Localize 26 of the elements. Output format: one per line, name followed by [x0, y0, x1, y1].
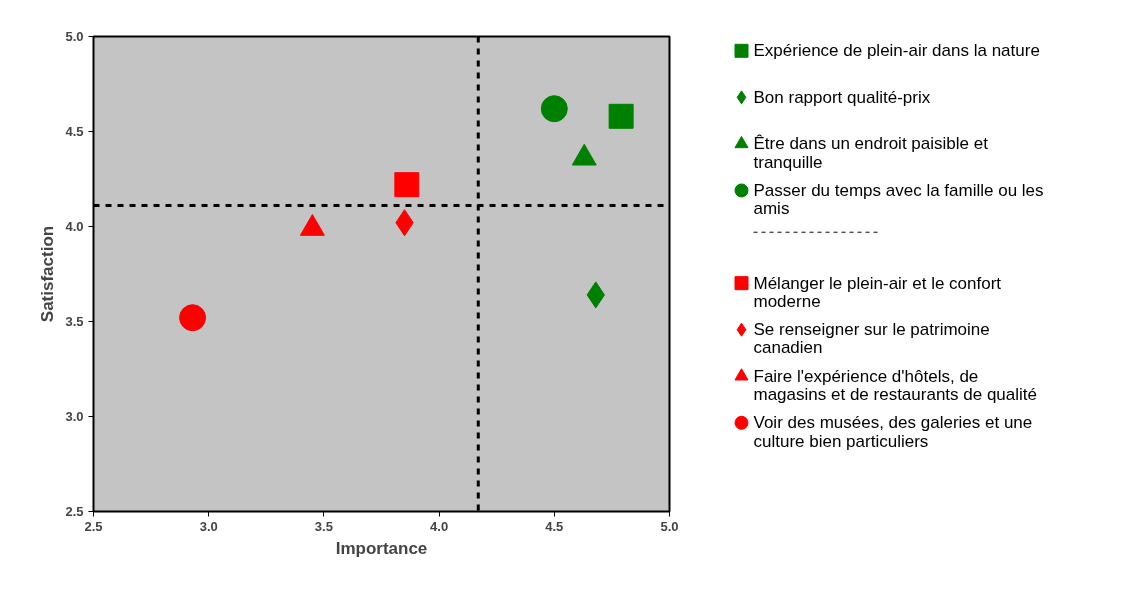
y-axis-title: Satisfaction [38, 225, 58, 323]
point [540, 95, 568, 123]
legend-label: Passer du temps avec la famille ou les amis [753, 180, 1044, 219]
legend-label: Expérience de plein-air dans la nature [753, 41, 1040, 61]
x-tick-label: 2.5 [84, 518, 103, 534]
legend-label: Faire l'expérience d'hôtels, de magasins et de restaurants de qualité [753, 366, 1038, 405]
y-tick-label: 3.5 [65, 314, 84, 329]
legend-label: Voir des musées, des galeries et une culture bien particuliers [753, 413, 1033, 451]
legend-label: Bon rapport qualité-prix [753, 87, 931, 107]
y-tick-label: 5.0 [65, 29, 84, 44]
x-tick-label: 5.0 [660, 518, 679, 534]
legend-label: Se renseigner sur le patrimoine canadien [753, 320, 990, 358]
x-tick-label: 4.5 [545, 518, 564, 534]
point [394, 172, 420, 198]
legend-label: Être dans un endroit paisible et tranquille [753, 134, 989, 172]
y-tick-label: 4.5 [65, 124, 84, 139]
legend-label: Mélanger le plein-air et le confort moderne [753, 273, 1002, 311]
x-tick-label: 3.5 [314, 518, 333, 534]
point [608, 103, 634, 129]
y-tick-label: 3.0 [65, 409, 84, 424]
x-axis-title: Importance [335, 538, 428, 558]
x-tick-label: 3.0 [199, 518, 218, 534]
y-tick-label: 4.0 [65, 219, 84, 234]
x-tick-label: 4.0 [430, 518, 449, 534]
y-tick-label: 2.5 [65, 504, 84, 519]
point [179, 304, 207, 332]
